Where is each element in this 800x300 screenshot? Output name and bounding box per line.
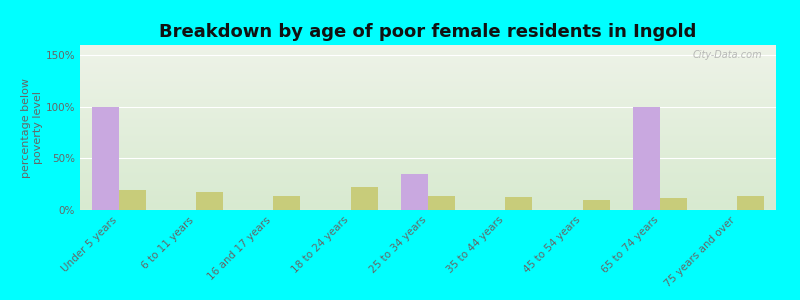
Text: City-Data.com: City-Data.com	[693, 50, 762, 60]
Bar	[633, 107, 660, 210]
Y-axis label: percentage below
poverty level: percentage below poverty level	[21, 77, 42, 178]
Bar	[350, 187, 378, 210]
Bar	[274, 196, 300, 210]
Bar	[401, 174, 428, 210]
Bar	[428, 196, 455, 210]
Bar	[660, 198, 687, 210]
Title: Breakdown by age of poor female residents in Ingold: Breakdown by age of poor female resident…	[159, 23, 697, 41]
Bar	[738, 196, 764, 210]
Bar	[506, 196, 532, 210]
Bar	[91, 107, 118, 210]
Bar	[118, 190, 146, 210]
Bar	[582, 200, 610, 210]
Bar	[196, 193, 223, 210]
